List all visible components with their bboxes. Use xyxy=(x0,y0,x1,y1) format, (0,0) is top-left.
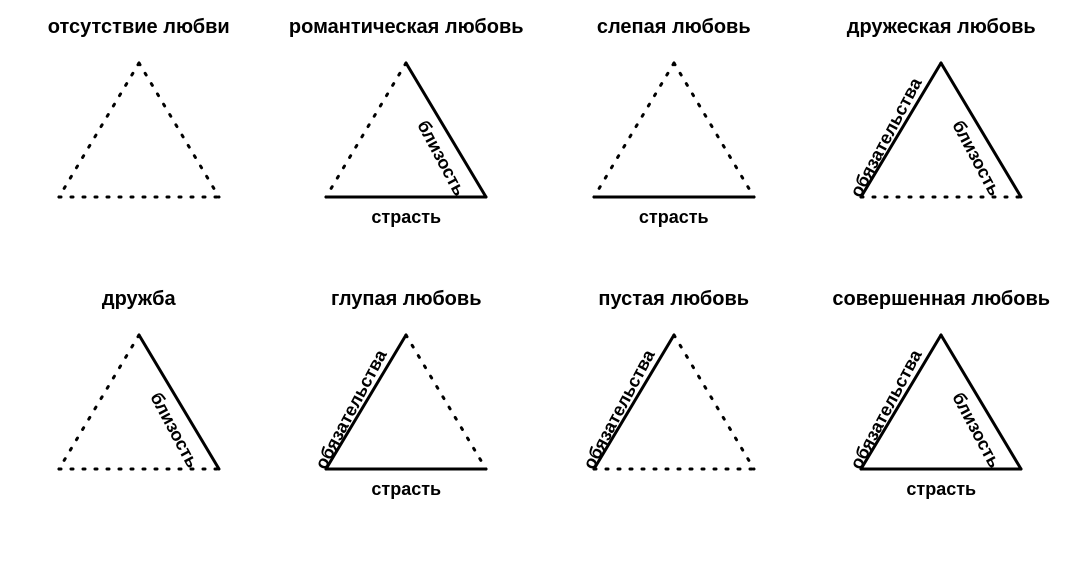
label-bottom: страсть xyxy=(906,479,976,500)
triangle-figure: близость xyxy=(14,317,264,527)
triangle-grid: отсутствие любви романтическая любовь стра… xyxy=(0,0,1080,563)
label-bottom: страсть xyxy=(639,207,709,228)
triangle-figure: страстьблизость xyxy=(281,45,531,255)
triangle-icon xyxy=(311,55,501,205)
cell-absence: отсутствие любви xyxy=(10,10,268,282)
cell-title: глупая любовь xyxy=(331,288,482,311)
cell-title: романтическая любовь xyxy=(289,16,524,39)
cell-companionate: дружеская любовь близостьобязательства xyxy=(813,10,1071,282)
label-bottom: страсть xyxy=(371,479,441,500)
triangle-icon xyxy=(846,55,1036,205)
triangle-figure: обязательства xyxy=(549,317,799,527)
cell-blind: слепая любовь страсть xyxy=(545,10,803,282)
cell-title: дружеская любовь xyxy=(847,16,1036,39)
cell-fatuous: глупая любовь страстьобязательства xyxy=(278,282,536,554)
cell-title: дружба xyxy=(102,288,176,311)
cell-title: слепая любовь xyxy=(597,16,751,39)
triangle-figure: страстьобязательства xyxy=(281,317,531,527)
triangle-figure: близостьобязательства xyxy=(816,45,1066,255)
triangle-icon xyxy=(44,55,234,205)
triangle-figure: страстьблизостьобязательства xyxy=(816,317,1066,527)
triangle-icon xyxy=(846,327,1036,477)
cell-title: отсутствие любви xyxy=(48,16,230,39)
label-bottom: страсть xyxy=(371,207,441,228)
triangle-icon xyxy=(579,55,769,205)
triangle-figure xyxy=(14,45,264,255)
triangle-figure: страсть xyxy=(549,45,799,255)
cell-consummate: совершенная любовь страстьблизостьобязате… xyxy=(813,282,1071,554)
triangle-icon xyxy=(44,327,234,477)
cell-romantic: романтическая любовь страстьблизость xyxy=(278,10,536,282)
cell-empty: пустая любовь обязательства xyxy=(545,282,803,554)
cell-title: пустая любовь xyxy=(598,288,749,311)
cell-title: совершенная любовь xyxy=(832,288,1050,311)
triangle-icon xyxy=(311,327,501,477)
cell-friendship: дружба близость xyxy=(10,282,268,554)
